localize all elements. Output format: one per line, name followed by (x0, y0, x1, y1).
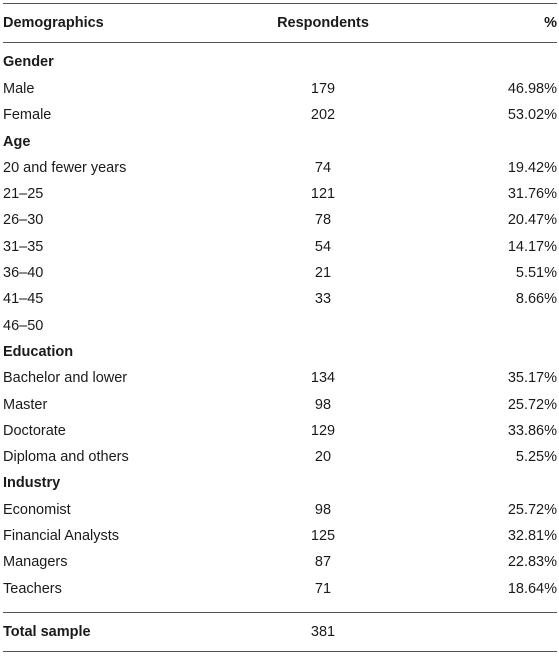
row-respondents (233, 313, 413, 339)
row-respondents: 78 (314, 212, 332, 229)
table-row: Master 98 25.72% (3, 392, 557, 418)
row-percent: 19.42% (507, 159, 557, 176)
row-label: 26–30 (3, 212, 44, 229)
group-row-age: Age (3, 129, 557, 155)
table-row: 26–30 78 20.47% (3, 207, 557, 233)
row-label: 46–50 (3, 317, 44, 334)
row-label: Financial Analysts (3, 528, 120, 545)
row-percent: 32.81% (507, 528, 557, 545)
row-respondents: 202 (310, 107, 336, 124)
row-label: 41–45 (3, 291, 44, 308)
row-label: Doctorate (3, 422, 66, 439)
row-label: Female (3, 107, 52, 124)
row-percent: 25.72% (507, 501, 557, 518)
row-percent: 5.25% (515, 449, 557, 466)
table-body: Gender Male 179 46.98% Female 202 53.02%… (3, 43, 557, 652)
header-respondents: Respondents (233, 3, 413, 43)
row-percent: 31.76% (507, 186, 557, 203)
table-header: Demographics Respondents % (3, 3, 557, 43)
row-label: 20 and fewer years (3, 159, 127, 176)
row-percent: 46.98% (507, 81, 557, 97)
row-percent: 22.83% (507, 554, 557, 571)
row-percent: 8.66% (515, 291, 557, 308)
row-respondents: 98 (314, 501, 332, 518)
row-percent: 5.51% (515, 265, 557, 282)
row-label: Master (3, 396, 48, 413)
table-row: Financial Analysts 125 32.81% (3, 523, 557, 549)
table-row: Male 179 46.98% (3, 76, 557, 102)
group-row-education: Education (3, 339, 557, 365)
group-row-gender: Gender (3, 43, 557, 77)
row-respondents: 134 (310, 370, 336, 387)
row-respondents: 121 (310, 186, 336, 203)
row-respondents: 33 (314, 291, 332, 308)
table-row: 46–50 (3, 313, 557, 339)
row-label: Economist (3, 501, 71, 518)
group-title: Industry (3, 475, 61, 492)
row-percent: 18.64% (507, 580, 557, 597)
table-row: 21–25 121 31.76% (3, 181, 557, 207)
group-title: Gender (3, 54, 54, 71)
table-row: 41–45 33 8.66% (3, 286, 557, 312)
table-row: Bachelor and lower 134 35.17% (3, 365, 557, 391)
table-row: Female 202 53.02% (3, 102, 557, 128)
table-row: 31–35 54 14.17% (3, 234, 557, 260)
group-title: Education (3, 343, 74, 360)
row-percent: 33.86% (507, 422, 557, 439)
header-percent: % (413, 3, 557, 43)
row-respondents: 179 (310, 81, 336, 97)
row-respondents: 87 (314, 554, 332, 571)
row-percent: 25.72% (507, 396, 557, 413)
table-row: Teachers 71 18.64% (3, 576, 557, 602)
header-row: Demographics Respondents % (3, 3, 557, 43)
row-respondents: 129 (310, 422, 336, 439)
row-label: 21–25 (3, 186, 44, 203)
table-row: Managers 87 22.83% (3, 549, 557, 575)
row-respondents: 21 (314, 265, 332, 282)
row-percent: 20.47% (507, 212, 557, 229)
table-row: 20 and fewer years 74 19.42% (3, 155, 557, 181)
row-label: Diploma and others (3, 449, 129, 466)
table-row: Doctorate 129 33.86% (3, 418, 557, 444)
total-respondents: 381 (233, 611, 413, 652)
row-label: 36–40 (3, 265, 44, 282)
row-respondents: 54 (314, 238, 332, 255)
header-demographics: Demographics (3, 3, 233, 43)
row-percent: 14.17% (507, 238, 557, 255)
row-label: Bachelor and lower (3, 370, 128, 387)
group-title: Age (3, 133, 31, 150)
demographics-table: Demographics Respondents % Gender Male 1… (3, 3, 557, 652)
total-row: Total sample 381 (3, 611, 557, 652)
row-label: Teachers (3, 580, 62, 597)
row-label: 31–35 (3, 238, 44, 255)
row-percent: 53.02% (507, 107, 557, 124)
total-label: Total sample (3, 611, 233, 652)
row-percent: 35.17% (507, 370, 557, 387)
row-respondents: 125 (310, 528, 336, 545)
row-respondents: 20 (314, 449, 332, 466)
row-respondents: 74 (314, 159, 332, 176)
row-percent (413, 313, 557, 339)
table-row: Diploma and others 20 5.25% (3, 444, 557, 470)
row-label: Male (3, 81, 35, 97)
spacer-row (3, 602, 557, 613)
row-label: Managers (3, 554, 68, 571)
group-row-industry: Industry (3, 470, 557, 496)
table-row: 36–40 21 5.51% (3, 260, 557, 286)
row-respondents: 98 (314, 396, 332, 413)
table-row: Economist 98 25.72% (3, 497, 557, 523)
row-respondents: 71 (314, 580, 332, 597)
